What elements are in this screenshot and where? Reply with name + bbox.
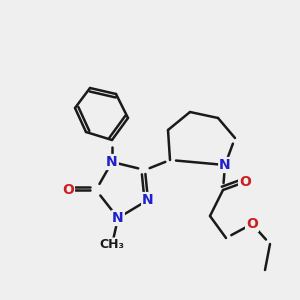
Text: N: N [219, 158, 231, 172]
Text: CH₃: CH₃ [100, 238, 124, 251]
Text: O: O [239, 175, 251, 189]
Text: N: N [112, 211, 124, 225]
Text: N: N [106, 155, 118, 169]
Text: O: O [246, 217, 258, 231]
Text: O: O [62, 183, 74, 197]
Text: N: N [142, 193, 154, 207]
